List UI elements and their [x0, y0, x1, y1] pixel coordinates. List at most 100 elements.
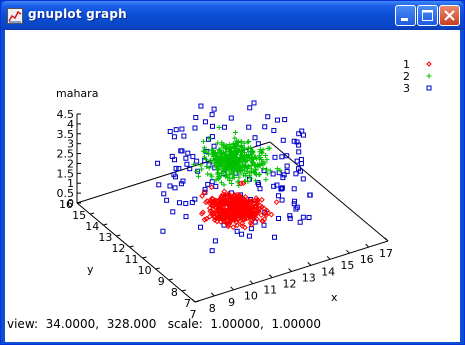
series-2-point	[235, 167, 241, 173]
series-1-point	[221, 191, 228, 198]
series-1-point	[240, 180, 247, 187]
series-3-point	[272, 154, 278, 160]
series-3-point	[192, 125, 198, 131]
series-2-point	[244, 157, 250, 163]
series-3-point	[179, 148, 185, 154]
y-tick-label: 8	[171, 286, 178, 299]
series-3-point	[209, 248, 215, 254]
back-edge-right	[269, 141, 389, 242]
series-3-point	[184, 161, 190, 167]
series-1-point	[222, 199, 228, 206]
series-2-point	[264, 171, 270, 177]
series-2-point	[225, 164, 231, 170]
series-1-point	[230, 224, 237, 231]
series-1-point	[247, 208, 253, 215]
series-1-point	[206, 213, 213, 220]
x-tick	[365, 243, 370, 248]
series-1-point	[235, 216, 242, 223]
x-tick	[384, 237, 389, 242]
minimize-button[interactable]	[395, 5, 416, 26]
series-1-point	[245, 201, 251, 208]
series-3-point	[274, 117, 280, 123]
close-button[interactable]	[439, 5, 460, 26]
series-3-point	[306, 215, 312, 221]
series-3-point	[297, 168, 303, 174]
series-3-point	[298, 161, 304, 167]
x-tick	[230, 286, 234, 291]
series-3-point	[256, 181, 262, 187]
series-3-point	[293, 206, 299, 212]
series-2-point	[265, 145, 271, 151]
series-2-point	[236, 174, 242, 180]
legend-marker-3	[426, 85, 432, 91]
3d-scatter-plot[interactable]: 7 8 9 10 11 12 13 14 15 16 177891011121314151600.5…	[5, 30, 460, 321]
y-tick-label: 7	[184, 297, 191, 310]
series-2-point	[201, 154, 207, 160]
series-1-point	[206, 205, 213, 212]
series-1-point	[248, 217, 254, 223]
series-3-point	[276, 216, 282, 222]
y-tick	[168, 278, 173, 281]
series-2-point	[229, 181, 235, 187]
series-1-point	[220, 199, 227, 206]
series-1-point	[214, 207, 220, 214]
gnuplot-app-icon[interactable]	[7, 8, 23, 24]
series-2-point	[204, 149, 210, 155]
x-tick-label: 8	[209, 302, 216, 315]
x-tick-label: 17	[379, 247, 393, 260]
series-2-point	[209, 174, 215, 180]
y-axis-label: y	[87, 263, 94, 276]
series-3-point	[156, 182, 162, 188]
series-2-point	[230, 141, 236, 147]
series-3-point	[167, 129, 173, 135]
series-1-point	[216, 215, 222, 221]
series-2-point	[221, 165, 227, 171]
series-1-point	[232, 192, 238, 199]
series-1-point	[238, 180, 244, 187]
title-bar[interactable]: gnuplot graph	[1, 1, 464, 30]
x-axis-label: x	[331, 291, 338, 304]
series-2-point	[245, 179, 251, 185]
series-1-point	[219, 198, 226, 205]
series-3-point	[284, 168, 290, 174]
series-3-point	[252, 135, 258, 141]
series-1-point	[240, 204, 246, 211]
series-3-point	[272, 234, 278, 240]
legend: 123	[403, 58, 432, 95]
series-1-point	[245, 198, 252, 205]
y-tick	[194, 300, 200, 303]
series-1-point	[239, 223, 246, 229]
series-3-point	[275, 193, 281, 199]
legend-marker-1	[426, 61, 432, 67]
maximize-button[interactable]	[417, 5, 438, 26]
series-2-point	[245, 153, 251, 159]
series-2-point	[251, 169, 257, 175]
series-1-point	[214, 205, 221, 212]
series-3-point	[271, 183, 277, 189]
series-2-point	[251, 163, 257, 169]
series-3-point	[173, 127, 179, 133]
series-2-point	[198, 162, 204, 168]
series-3-point	[211, 143, 217, 149]
series-2-point	[219, 160, 225, 166]
series-1-point	[260, 218, 266, 225]
series-1-point	[225, 208, 232, 214]
series-2-point	[230, 171, 236, 177]
series-2-point	[241, 140, 247, 146]
series-2-point	[240, 172, 246, 178]
z-tick-label: 1.5	[57, 167, 75, 180]
y-tick	[181, 289, 187, 292]
series-3-point	[274, 182, 280, 188]
series-3-point	[155, 160, 161, 166]
y-tick	[129, 245, 134, 248]
x-tick-label: 13	[302, 271, 316, 284]
series-2-point	[249, 159, 255, 165]
series-1-point	[262, 210, 269, 217]
plot-area[interactable]: 7 8 9 10 11 12 13 14 15 16 17 7 8 9 10 11 12 13 14 15 16 0 0.5…	[5, 30, 460, 342]
series-2-point	[218, 171, 224, 177]
x-tick-label: 7	[190, 308, 197, 320]
series-1-point	[225, 190, 232, 197]
series-2-point	[218, 161, 224, 167]
series-1-point	[247, 219, 254, 226]
series-3-point	[202, 187, 208, 193]
